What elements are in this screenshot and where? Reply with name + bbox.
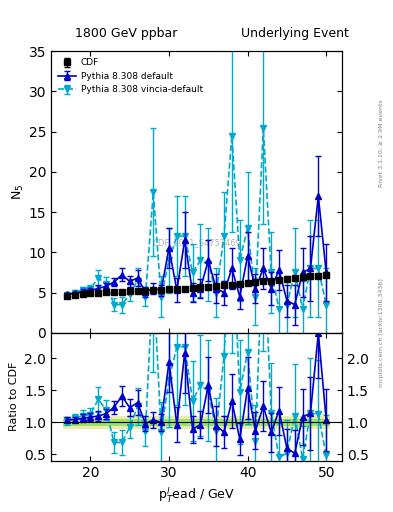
Y-axis label: Ratio to CDF: Ratio to CDF <box>9 362 19 432</box>
Text: Rivet 3.1.10; ≥ 2.9M events: Rivet 3.1.10; ≥ 2.9M events <box>379 99 384 187</box>
Text: mcplots.cern.ch [arXiv:1306.3436]: mcplots.cern.ch [arXiv:1306.3436] <box>379 279 384 387</box>
Legend: CDF, Pythia 8.308 default, Pythia 8.308 vincia-default: CDF, Pythia 8.308 default, Pythia 8.308 … <box>55 56 206 97</box>
Text: 1800 GeV ppbar: 1800 GeV ppbar <box>75 27 177 40</box>
Text: CDF_2001_S4751469: CDF_2001_S4751469 <box>152 238 241 247</box>
Text: Underlying Event: Underlying Event <box>241 27 349 40</box>
X-axis label: p$_T^l$ead / GeV: p$_T^l$ead / GeV <box>158 485 235 505</box>
Y-axis label: N$_5$: N$_5$ <box>11 184 26 200</box>
